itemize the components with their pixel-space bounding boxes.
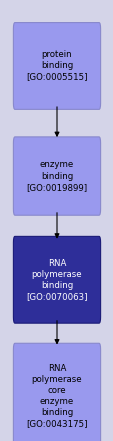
FancyBboxPatch shape (13, 343, 100, 441)
Text: enzyme
binding
[GO:0019899]: enzyme binding [GO:0019899] (26, 161, 87, 192)
FancyBboxPatch shape (13, 236, 100, 323)
Text: RNA
polymerase
core
enzyme
binding
[GO:0043175]: RNA polymerase core enzyme binding [GO:0… (26, 364, 87, 429)
Text: RNA
polymerase
binding
[GO:0070063]: RNA polymerase binding [GO:0070063] (26, 258, 87, 301)
FancyBboxPatch shape (13, 22, 100, 109)
Text: protein
binding
[GO:0005515]: protein binding [GO:0005515] (26, 50, 87, 82)
FancyBboxPatch shape (13, 137, 100, 215)
